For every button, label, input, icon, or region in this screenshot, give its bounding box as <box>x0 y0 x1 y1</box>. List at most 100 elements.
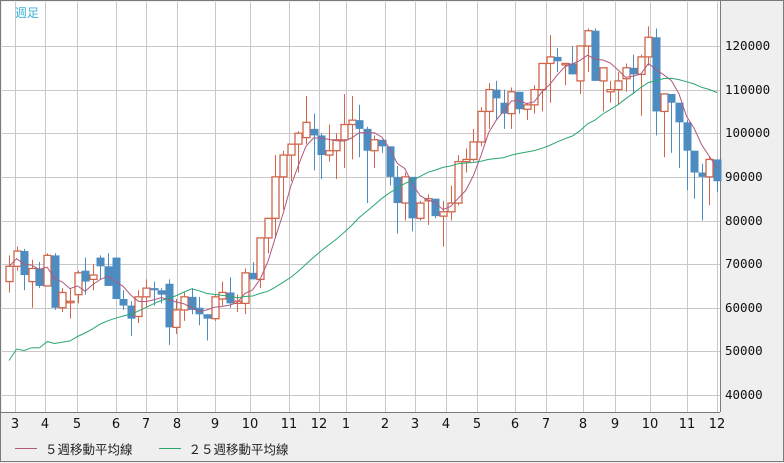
x-tick-label: 4 <box>40 417 50 432</box>
y-tick-label: 90000 <box>725 168 763 184</box>
candle <box>363 128 372 151</box>
candle <box>462 158 471 163</box>
candle <box>81 270 90 282</box>
candle <box>401 176 410 204</box>
candle <box>507 91 516 115</box>
candle <box>188 296 197 310</box>
candle <box>332 139 341 152</box>
candle <box>51 255 60 308</box>
x-tick-label: 2 <box>380 417 390 432</box>
candle <box>279 154 288 178</box>
ma25-swatch-icon <box>158 448 181 449</box>
candle <box>370 139 379 152</box>
x-tick-label: 5 <box>72 417 82 432</box>
candle <box>89 274 98 281</box>
y-tick-label: 70000 <box>725 256 763 272</box>
candle <box>599 67 608 82</box>
legend-ma25-label: ２５週移動平均線 <box>188 442 289 457</box>
y-tick-label: 40000 <box>725 387 763 402</box>
candle <box>568 63 577 75</box>
y-tick-label: 120000 <box>725 38 771 53</box>
candle <box>13 250 22 267</box>
candle <box>325 150 334 156</box>
plot-area <box>2 2 720 412</box>
candle <box>287 143 296 156</box>
candle <box>172 309 181 329</box>
candle <box>317 135 326 156</box>
candle <box>469 141 478 161</box>
x-tick-label: 10 <box>241 417 259 432</box>
candle <box>294 132 303 145</box>
x-tick-label: 6 <box>510 417 520 432</box>
candle <box>523 104 532 110</box>
candle <box>119 299 128 306</box>
candle <box>698 172 707 177</box>
candle <box>5 265 14 283</box>
x-tick-label: 9 <box>610 417 620 432</box>
candle <box>58 291 67 309</box>
x-tick-label: 5 <box>472 417 482 432</box>
x-tick-label: 1 <box>341 417 351 432</box>
candle <box>348 119 357 126</box>
candle <box>591 30 600 81</box>
y-tick-label: 80000 <box>725 212 763 228</box>
candle <box>667 93 676 103</box>
candle <box>112 257 121 300</box>
x-tick-label: 3 <box>10 417 20 432</box>
candle <box>614 80 623 91</box>
candle <box>378 139 387 147</box>
candle <box>644 36 653 58</box>
candle <box>355 120 364 129</box>
candle <box>150 288 159 291</box>
candle <box>538 62 547 91</box>
candle <box>553 56 562 62</box>
candle <box>485 88 494 113</box>
y-tick-label: 60000 <box>725 299 763 315</box>
candle <box>165 283 174 328</box>
x-tick-label: 4 <box>441 417 451 432</box>
candle <box>43 254 52 287</box>
candle <box>264 217 273 239</box>
candle <box>310 128 319 136</box>
x-tick-label: 12 <box>310 417 328 432</box>
candle <box>134 296 143 318</box>
legend-item-ma25: ２５週移動平均線 <box>158 439 289 458</box>
candle <box>584 30 593 47</box>
y-tick-label: 110000 <box>725 81 771 97</box>
candle <box>386 146 395 177</box>
candle <box>576 45 585 82</box>
candle <box>203 314 212 319</box>
timeframe-label: 週足 <box>15 6 40 20</box>
candle <box>416 202 425 219</box>
candle <box>157 290 166 295</box>
candle <box>500 102 509 114</box>
ma5-swatch-icon <box>15 448 37 449</box>
candle <box>431 198 440 217</box>
candle <box>241 272 250 305</box>
x-tick-label: 11 <box>678 417 696 432</box>
x-tick-label: 7 <box>141 417 151 432</box>
candle <box>606 88 615 93</box>
x-tick-label: 11 <box>280 417 298 432</box>
candle <box>690 150 699 173</box>
candle <box>20 251 29 276</box>
x-tick-label: 9 <box>210 417 220 432</box>
candle <box>675 102 684 123</box>
candle <box>713 159 722 182</box>
candle <box>492 89 501 99</box>
candle <box>142 287 151 298</box>
x-tick-label: 6 <box>111 417 121 432</box>
candle <box>705 158 714 178</box>
x-tick-label: 10 <box>641 417 659 432</box>
x-tick-label: 8 <box>578 417 588 432</box>
candle <box>408 176 417 219</box>
candle <box>683 122 692 151</box>
candle <box>302 121 311 139</box>
candle <box>546 56 555 65</box>
candle <box>195 307 204 315</box>
legend-ma5-label: ５週移動平均線 <box>45 442 133 457</box>
legend: ５週移動平均線 ２５週移動平均線 <box>15 439 289 458</box>
ma25-line <box>8 77 718 361</box>
